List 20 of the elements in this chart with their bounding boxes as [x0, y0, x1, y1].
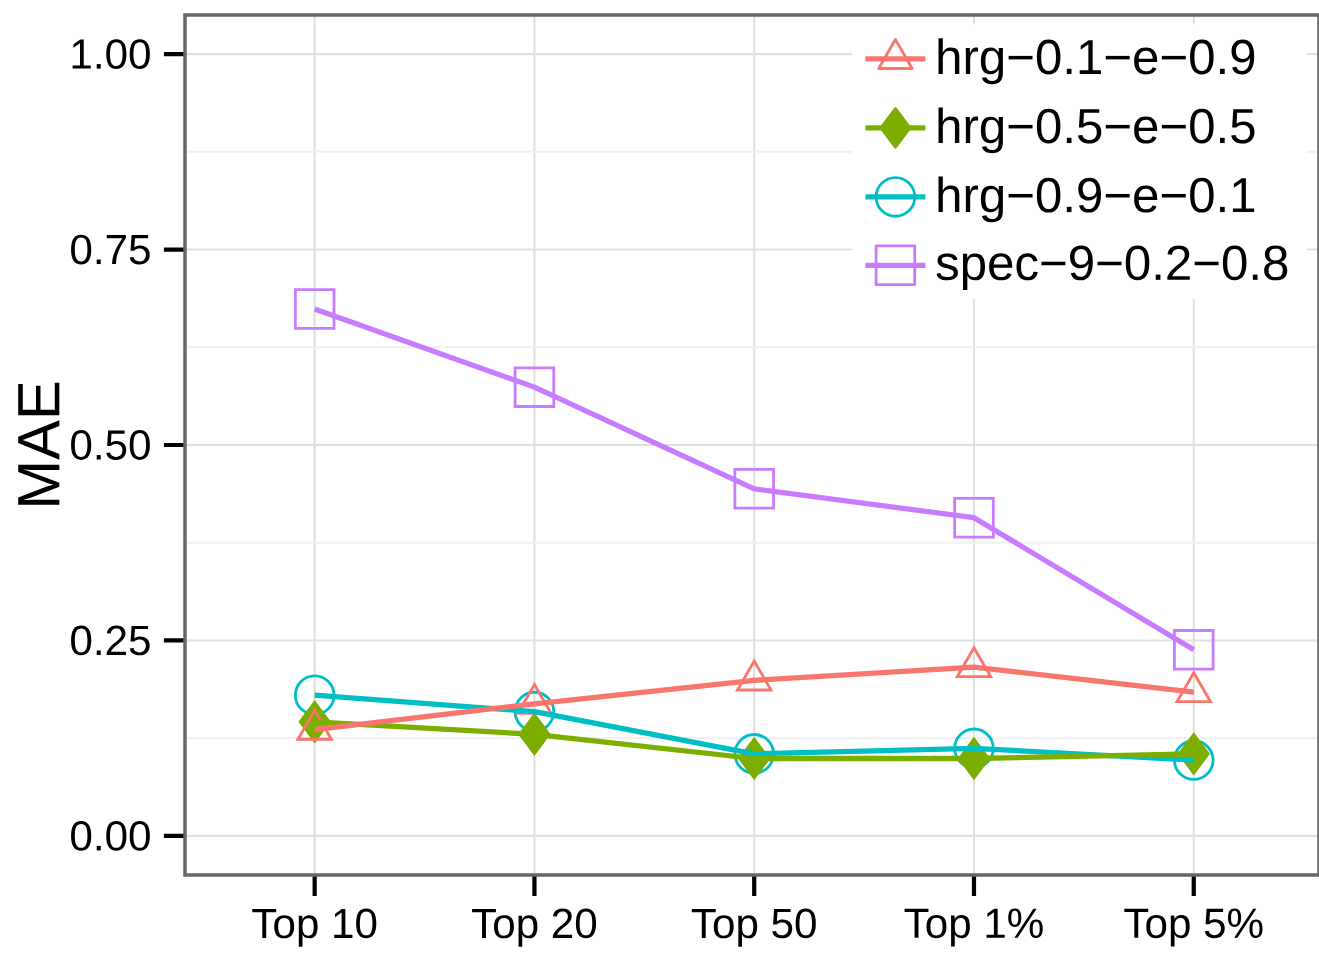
- x-tick-label: Top 10: [252, 908, 377, 947]
- x-tick-label: Top 1%: [904, 908, 1043, 947]
- y-tick-label: 1.00: [72, 39, 150, 69]
- y-axis-title: MAE: [18, 382, 60, 505]
- legend-label: hrg−0.1−e−0.9: [938, 38, 1255, 85]
- point: [293, 288, 336, 330]
- y-tick-label: 0.50: [71, 430, 150, 460]
- y-tick-label: 0.00: [71, 820, 150, 851]
- y-tick-label: 0.75: [71, 234, 150, 265]
- point: [953, 496, 995, 539]
- legend-label: hrg−0.9−e−0.1: [938, 176, 1255, 223]
- legend-label: spec−9−0.2−0.8: [936, 245, 1288, 291]
- x-tick-label: Top 5%: [1124, 908, 1263, 947]
- point: [733, 468, 775, 510]
- x-tick-label: Top 20: [472, 908, 597, 947]
- y-tick-label: 0.25: [71, 625, 150, 656]
- point: [513, 366, 556, 408]
- legend-label: hrg−0.5−e−0.5: [938, 107, 1255, 154]
- point: [1173, 629, 1215, 671]
- x-tick-label: Top 50: [691, 908, 816, 947]
